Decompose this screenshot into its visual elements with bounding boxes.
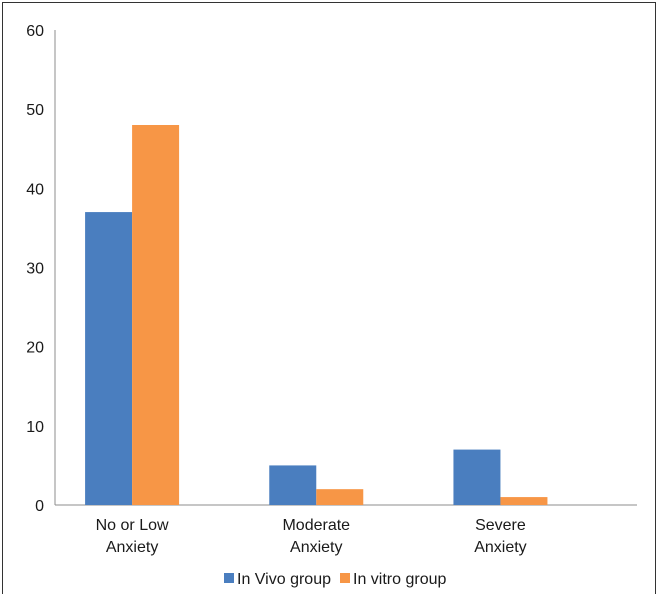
y-tick-label: 60	[26, 23, 44, 40]
y-tick-labels: 0 10 20 30 40 50 60	[26, 23, 44, 515]
legend: In Vivo group In vitro group	[224, 571, 446, 588]
legend-swatch	[340, 573, 350, 583]
y-tick-label: 40	[26, 181, 44, 198]
category-labels: No or Low Anxiety Moderate Anxiety Severe Anx…	[96, 517, 527, 556]
bar-in-vitro	[132, 125, 180, 505]
category-label: Severe Anxiety	[474, 517, 526, 556]
bar-in-vivo	[85, 212, 133, 506]
bar-in-vitro	[316, 489, 364, 505]
y-tick-label: 20	[26, 340, 44, 357]
y-tick-label: 50	[26, 102, 44, 119]
y-tick-label: 0	[35, 498, 44, 515]
bars	[85, 125, 548, 506]
legend-label: In Vivo group	[237, 571, 331, 588]
legend-swatch	[224, 573, 234, 583]
category-label: No or Low Anxiety	[96, 517, 169, 556]
bar-in-vivo	[453, 449, 501, 505]
bar-in-vitro	[500, 497, 548, 505]
legend-label: In vitro group	[353, 571, 446, 588]
category-label: Moderate Anxiety	[282, 517, 350, 556]
y-tick-label: 30	[26, 261, 44, 278]
y-tick-label: 10	[26, 419, 44, 436]
bar-in-vivo	[269, 465, 317, 505]
